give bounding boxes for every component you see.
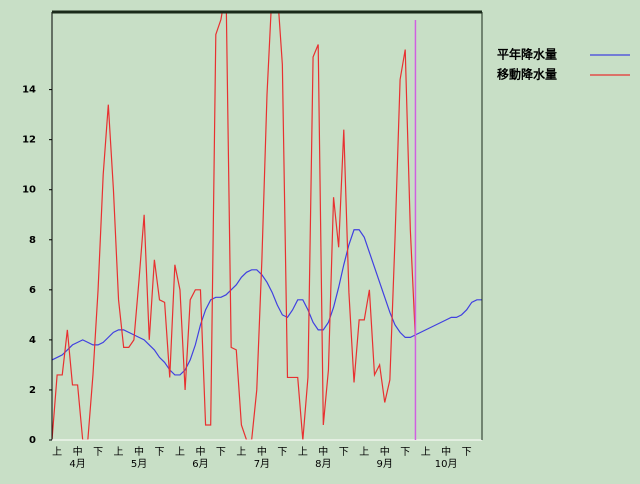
month-label: 9月 [377, 458, 393, 470]
month-label: 8月 [315, 458, 331, 470]
x-tick-label: 中 [380, 445, 390, 458]
x-tick-label: 中 [195, 445, 205, 458]
legend-label: 平年降水量 [497, 47, 557, 62]
x-tick-label: 中 [441, 445, 451, 458]
x-tick-label: 中 [73, 445, 83, 458]
x-tick-label: 下 [216, 447, 226, 458]
y-tick-label: 12 [22, 135, 36, 146]
x-tick-label: 上 [236, 446, 246, 458]
plot-area [52, 12, 482, 440]
x-tick-label: 上 [421, 446, 431, 458]
x-tick-label: 下 [93, 447, 103, 458]
y-tick-label: 4 [29, 335, 36, 346]
y-tick-label: 0 [29, 435, 36, 446]
month-label: 6月 [192, 458, 208, 470]
x-tick-label: 中 [134, 445, 144, 458]
x-tick-label: 上 [359, 446, 369, 458]
series-line [52, 229, 482, 376]
x-tick-label: 中 [257, 445, 267, 458]
series-line [52, 12, 417, 440]
y-tick-label: 14 [22, 85, 36, 96]
month-label: 7月 [254, 458, 270, 470]
x-tick-label: 下 [462, 447, 472, 458]
x-tick-label: 下 [400, 447, 410, 458]
x-tick-label: 下 [339, 447, 349, 458]
x-tick-label: 上 [298, 446, 308, 458]
month-label: 4月 [69, 458, 85, 470]
x-tick-label: 中 [318, 445, 328, 458]
y-tick-label: 2 [29, 385, 36, 396]
x-tick-label: 下 [155, 447, 165, 458]
x-tick-label: 上 [114, 446, 124, 458]
y-tick-label: 6 [29, 285, 36, 296]
legend-label: 移動降水量 [497, 67, 557, 82]
y-tick-label: 10 [22, 185, 36, 196]
x-tick-label: 下 [277, 447, 287, 458]
y-tick-label: 8 [29, 235, 36, 246]
x-tick-label: 上 [52, 446, 62, 458]
x-tick-label: 上 [175, 446, 185, 458]
month-label: 5月 [131, 458, 147, 470]
month-label: 10月 [435, 458, 458, 470]
